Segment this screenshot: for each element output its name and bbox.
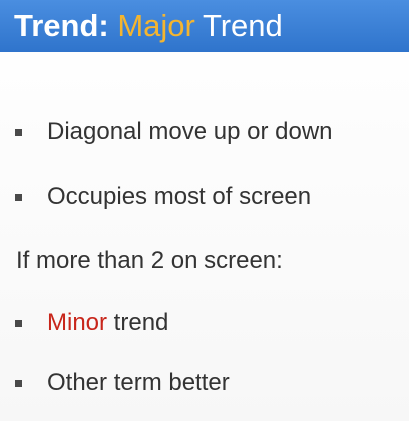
slide-content: Diagonal move up or down Occupies most o… [0,52,409,421]
square-bullet-icon [15,193,22,201]
bullet-item: Minor trend [15,308,168,338]
bullet-text: Minor trend [47,308,168,338]
bullet-item: Other term better [15,368,230,398]
square-bullet-icon [15,128,22,136]
bullet-text: Other term better [47,369,230,396]
bullet-text: Diagonal move up or down [47,118,333,145]
bullet-rest-text: trend [107,309,169,336]
highlight-text: Minor [47,309,108,336]
title-suffix: Trend [202,8,283,43]
subheading-text: If more than 2 on screen: [16,247,283,274]
bullet-item: Diagonal move up or down [15,117,333,147]
square-bullet-icon [15,319,22,327]
square-bullet-icon [15,379,22,387]
bullet-item: Occupies most of screen [15,182,311,212]
title-bar: Trend: Major Trend [0,0,409,52]
title-accent: Major [117,8,195,43]
bullet-text: Occupies most of screen [47,183,312,210]
title-prefix: Trend: [14,8,109,43]
slide-title: Trend: Major Trend [14,0,409,52]
subheading: If more than 2 on screen: [16,246,283,276]
